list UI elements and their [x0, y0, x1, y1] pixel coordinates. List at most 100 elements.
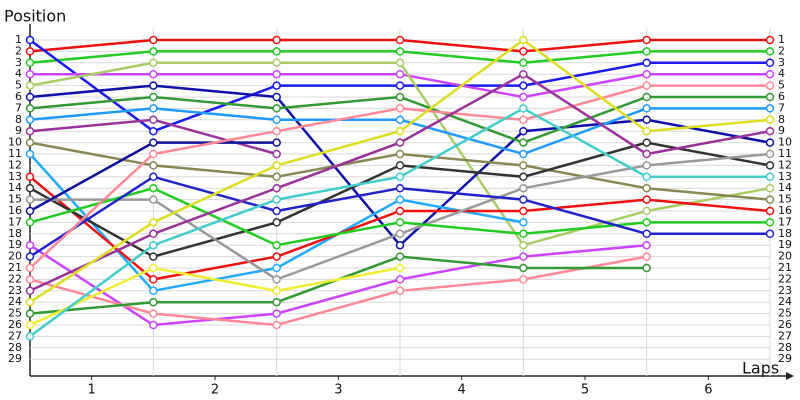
point-marker: [395, 47, 405, 56]
y-tick-label-right: 28: [778, 341, 792, 354]
point-marker: [519, 69, 528, 79]
y-tick-label: 26: [8, 318, 22, 331]
x-axis-arrow: [786, 372, 794, 380]
point-marker: [642, 104, 651, 113]
point-marker: [149, 126, 158, 136]
y-tick-label: 12: [8, 158, 22, 171]
point-marker: [765, 115, 775, 125]
point-marker: [149, 81, 158, 90]
point-marker: [149, 47, 158, 56]
y-tick-label-right: 23: [778, 284, 792, 297]
point-marker: [642, 47, 651, 56]
point-marker: [395, 138, 405, 147]
y-tick-label-right: 25: [778, 307, 792, 320]
point-marker: [25, 309, 35, 318]
x-tick-label: 5: [581, 383, 589, 398]
y-tick-label-right: 20: [778, 250, 792, 263]
y-tick-label: 22: [8, 272, 22, 285]
point-marker: [642, 149, 651, 159]
point-marker: [519, 275, 528, 284]
y-tick-label: 4: [15, 67, 22, 80]
y-tick-label-right: 15: [778, 193, 792, 206]
series-line: [29, 255, 647, 327]
y-tick-label: 20: [8, 250, 22, 263]
point-marker: [25, 81, 35, 90]
point-marker: [395, 252, 405, 261]
point-marker: [25, 126, 35, 136]
point-marker: [395, 275, 405, 284]
point-marker: [272, 309, 281, 318]
point-marker: [25, 35, 35, 45]
y-tick-label-right: 9: [778, 124, 785, 137]
point-marker: [395, 240, 405, 250]
point-marker: [519, 47, 528, 56]
point-marker: [149, 218, 158, 227]
point-marker: [765, 149, 775, 159]
point-marker: [642, 229, 651, 239]
point-marker: [272, 320, 281, 330]
y-tick-label-right: 3: [778, 56, 785, 69]
y-tick-label: 27: [8, 329, 22, 342]
series-line: [29, 243, 647, 327]
point-marker: [395, 81, 405, 90]
x-tick-label: 1: [88, 383, 96, 398]
point-marker: [519, 206, 528, 216]
point-marker: [519, 58, 528, 68]
point-marker: [149, 104, 158, 113]
y-tick-label: 3: [15, 56, 22, 69]
point-marker: [395, 229, 405, 239]
y-tick-label-right: 17: [778, 215, 792, 228]
point-marker: [25, 195, 35, 204]
point-marker: [765, 229, 775, 239]
y-tick-label: 18: [8, 227, 22, 240]
x-tick-label: 3: [334, 383, 342, 398]
y-tick-label-right: 4: [778, 67, 785, 80]
y-tick-label-right: 14: [778, 181, 792, 194]
point-marker: [519, 218, 528, 227]
y-tick-label: 5: [15, 79, 22, 92]
point-marker: [25, 252, 35, 261]
point-marker: [395, 195, 405, 204]
point-marker: [765, 195, 775, 204]
point-marker: [765, 92, 775, 102]
point-marker: [149, 195, 158, 204]
point-marker: [25, 172, 35, 182]
point-marker: [272, 126, 281, 136]
point-marker: [395, 104, 405, 113]
point-marker: [642, 240, 651, 250]
y-tick-label-right: 29: [778, 352, 792, 365]
y-tick-label: 2: [15, 44, 22, 57]
y-tick-label: 16: [8, 204, 22, 217]
y-tick-label: 25: [8, 307, 22, 320]
y-tick-label: 29: [8, 352, 22, 365]
y-tick-label-right: 16: [778, 204, 792, 217]
y-tick-label: 17: [8, 215, 22, 228]
point-marker: [642, 252, 651, 261]
point-marker: [395, 92, 405, 102]
point-marker: [642, 115, 651, 125]
point-marker: [272, 35, 281, 45]
point-marker: [25, 138, 35, 147]
point-marker: [642, 172, 651, 182]
point-marker: [25, 58, 35, 68]
point-marker: [765, 69, 775, 79]
point-marker: [25, 47, 35, 56]
point-marker: [272, 161, 281, 170]
point-marker: [519, 172, 528, 182]
point-marker: [149, 92, 158, 102]
point-marker: [272, 92, 281, 102]
point-marker: [25, 104, 35, 113]
point-marker: [272, 81, 281, 90]
point-marker: [765, 104, 775, 113]
point-marker: [642, 183, 651, 193]
point-marker: [765, 47, 775, 56]
point-marker: [272, 218, 281, 227]
point-marker: [642, 35, 651, 45]
point-marker: [272, 172, 281, 182]
point-marker: [395, 115, 405, 125]
point-marker: [642, 69, 651, 79]
point-marker: [519, 229, 528, 239]
y-tick-label: 10: [8, 136, 22, 149]
point-marker: [642, 206, 651, 216]
y-tick-label: 8: [15, 113, 22, 126]
